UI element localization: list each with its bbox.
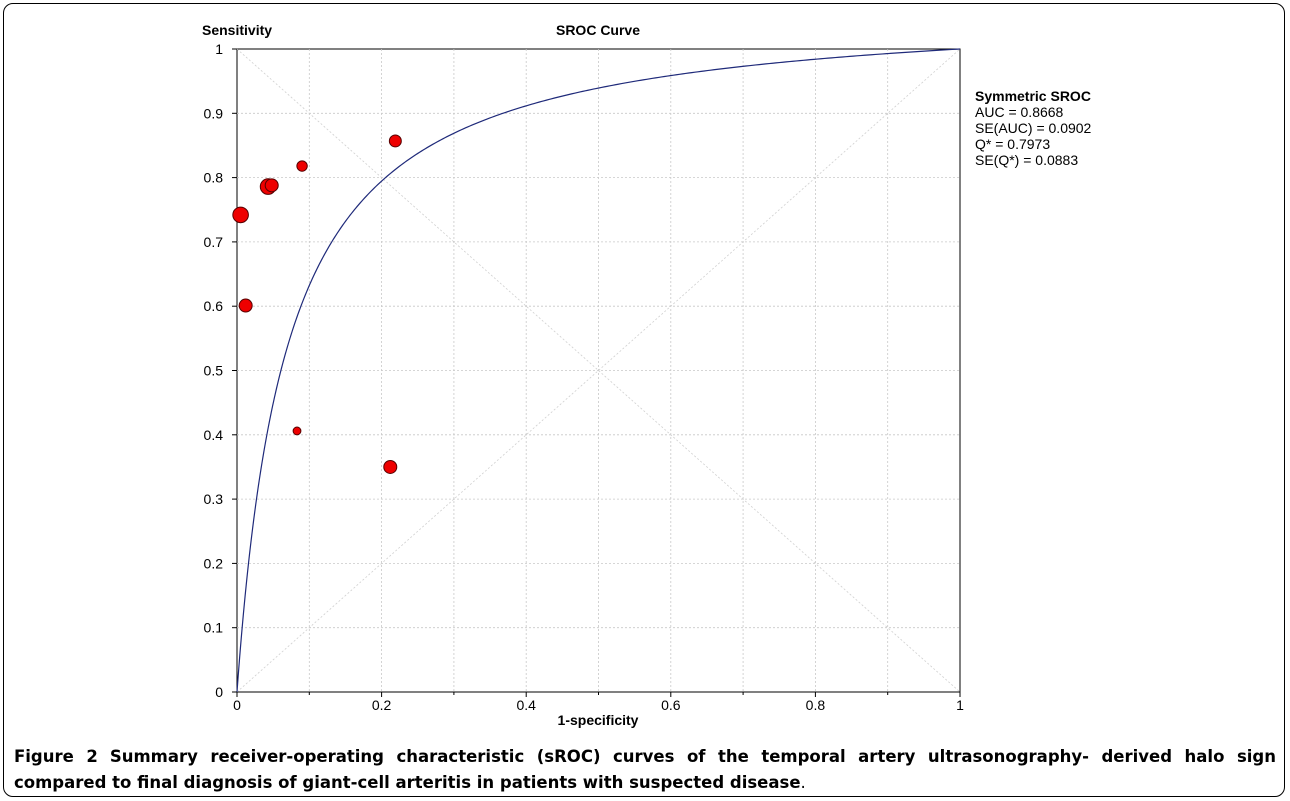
study-point [383, 459, 398, 474]
stats-se-q: SE(Q*) = 0.0883 [975, 152, 1078, 168]
sroc-curve-line [236, 48, 961, 693]
study-points [232, 134, 402, 474]
stats-q: Q* = 0.7973 [975, 136, 1050, 152]
study-point [232, 206, 249, 224]
stats-legend: Symmetric SROC AUC = 0.8668 SE(AUC) = 0.… [975, 88, 1092, 168]
grid-lines [237, 49, 960, 692]
x-tick-label: 0.4 [516, 697, 536, 713]
study-point [292, 426, 302, 436]
stats-auc: AUC = 0.8668 [975, 104, 1064, 120]
sroc-chart: 0 0.2 0.4 0.6 0.8 1 0 0.1 0.2 0.3 0.4 0.5 0.6 0.7 0.8… [202, 22, 1092, 728]
figure-frame [3, 3, 1285, 797]
stats-se-auc: SE(AUC) = 0.0902 [975, 120, 1092, 136]
y-axis-title: Sensitivity [202, 22, 272, 38]
y-tick-label: 0.3 [204, 491, 224, 507]
chance-diagonal [236, 48, 961, 693]
study-point [238, 298, 253, 313]
chart-title: SROC Curve [556, 22, 640, 38]
caption-end: . [800, 773, 806, 792]
x-axis-title: 1-specificity [558, 712, 639, 728]
y-tick-label: 0.1 [204, 620, 224, 636]
y-tick-label: 0.8 [204, 170, 224, 186]
y-tick-label: 0.2 [204, 555, 224, 571]
y-tick-label: 1 [215, 41, 223, 57]
y-tick-label: 0 [215, 684, 223, 700]
x-tick-label: 0.2 [372, 697, 392, 713]
figure-caption: Figure 2 Summary receiver-operating char… [14, 744, 1276, 796]
x-tick-label: 0 [233, 697, 241, 713]
caption-text: Summary receiver-operating characteristi… [14, 747, 1276, 792]
y-tick-label: 0.7 [204, 234, 224, 250]
study-point [388, 134, 402, 148]
study-point [296, 160, 308, 172]
y-tick-label: 0.4 [204, 427, 224, 443]
stats-title: Symmetric SROC [975, 88, 1091, 104]
y-tick-label: 0.5 [204, 363, 224, 379]
x-axis-ticks: 0 0.2 0.4 0.6 0.8 1 [233, 692, 964, 713]
x-tick-label: 1 [956, 697, 964, 713]
y-axis-ticks: 0 0.1 0.2 0.3 0.4 0.5 0.6 0.7 0.8 0.9 1 [204, 41, 237, 700]
study-point [264, 178, 279, 193]
symmetry-diagonal [236, 48, 961, 693]
diagonal-lines [236, 48, 961, 693]
x-tick-label: 0.6 [661, 697, 681, 713]
y-tick-label: 0.6 [204, 298, 224, 314]
caption-label: Figure 2 [14, 747, 98, 766]
x-tick-label: 0.8 [806, 697, 826, 713]
y-tick-label: 0.9 [204, 105, 224, 121]
